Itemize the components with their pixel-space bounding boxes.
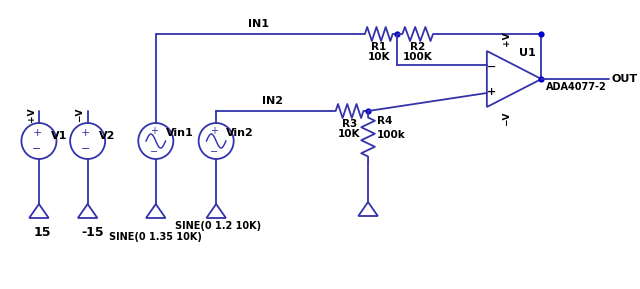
Text: R3: R3 [342, 119, 357, 129]
Text: 10K: 10K [339, 129, 361, 139]
Text: −: − [150, 147, 158, 157]
Text: −: − [81, 144, 90, 154]
Text: −V: −V [76, 108, 84, 122]
Text: +V: +V [502, 32, 511, 46]
Text: -15: -15 [81, 226, 104, 239]
Text: +: + [81, 128, 90, 138]
Text: −: − [210, 147, 218, 157]
Text: +: + [487, 87, 497, 97]
Text: U1: U1 [519, 48, 536, 58]
Text: 100k: 100k [377, 130, 406, 140]
Text: V1: V1 [51, 131, 67, 141]
Text: IN1: IN1 [248, 19, 269, 29]
Text: 15: 15 [33, 226, 51, 239]
Text: −V: −V [502, 112, 511, 127]
Text: R1: R1 [371, 42, 387, 52]
Text: −: − [487, 61, 497, 71]
Text: +: + [32, 128, 42, 138]
Text: Vin2: Vin2 [226, 128, 253, 138]
Text: OUT: OUT [611, 74, 637, 84]
Text: SINE(0 1.2 10K): SINE(0 1.2 10K) [175, 221, 261, 231]
Text: +V: +V [27, 108, 36, 122]
Text: ADA4077-2: ADA4077-2 [547, 82, 607, 92]
Text: Vin1: Vin1 [166, 128, 193, 138]
Text: SINE(0 1.35 10K): SINE(0 1.35 10K) [109, 232, 202, 242]
Text: −: − [32, 144, 42, 154]
Text: IN2: IN2 [262, 96, 283, 106]
Text: V2: V2 [99, 131, 116, 141]
Text: +: + [210, 126, 218, 136]
Text: R2: R2 [410, 42, 426, 52]
Text: +: + [150, 126, 158, 136]
Text: R4: R4 [377, 116, 392, 126]
Text: 100K: 100K [403, 52, 433, 62]
Text: 10K: 10K [367, 52, 390, 62]
